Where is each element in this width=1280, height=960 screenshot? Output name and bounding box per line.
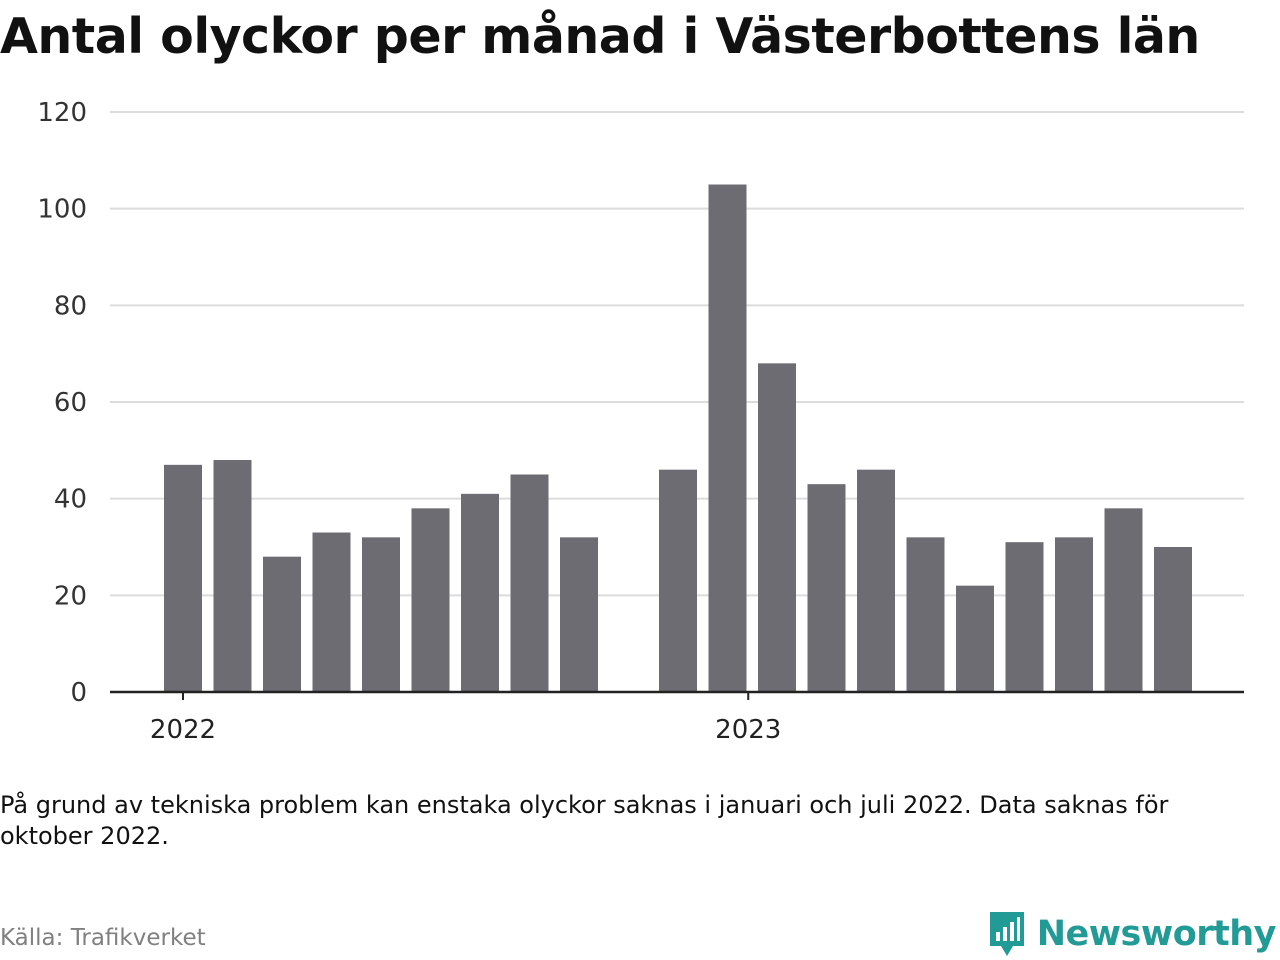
- bar: [1005, 542, 1044, 692]
- bar: [1154, 547, 1192, 692]
- bar: [411, 508, 450, 692]
- y-tick-label: 100: [37, 195, 87, 225]
- bar: [659, 469, 697, 692]
- bar: [263, 556, 301, 692]
- x-tick-label: 2022: [150, 715, 216, 745]
- y-tick-label: 0: [70, 678, 87, 708]
- logo-text: Newsworthy: [1036, 914, 1277, 954]
- bar: [461, 493, 499, 692]
- newsworthy-chart-bubble-icon: [989, 912, 1024, 956]
- y-tick-label: 40: [54, 485, 87, 515]
- bar: [1055, 537, 1093, 692]
- bar-chart: 0 20 40 60 80 100 120 2022 2023: [37, 98, 1244, 745]
- bar: [164, 464, 202, 692]
- newsworthy-logo: Newsworthy: [987, 908, 1277, 960]
- y-tick-label: 80: [54, 291, 87, 321]
- y-tick-label: 120: [37, 98, 87, 128]
- chart-title: Antal olyckor per månad i Västerbottens …: [0, 8, 1200, 65]
- x-tick-label: 2023: [715, 715, 781, 745]
- bar: [362, 537, 400, 692]
- bar: [1104, 508, 1143, 692]
- bar: [758, 363, 796, 692]
- y-tick-label: 60: [54, 388, 87, 418]
- bar: [807, 484, 846, 692]
- y-tick-label: 20: [54, 581, 87, 611]
- bar: [906, 537, 945, 692]
- bar: [956, 585, 994, 692]
- source-label: Källa: Trafikverket: [0, 925, 206, 951]
- chart-note: På grund av tekniska problem kan enstaka…: [0, 791, 1169, 850]
- bar: [857, 469, 895, 692]
- bar: [510, 474, 549, 692]
- bar: [312, 532, 351, 692]
- bar: [560, 537, 598, 692]
- bar: [213, 460, 252, 692]
- bar: [708, 184, 747, 692]
